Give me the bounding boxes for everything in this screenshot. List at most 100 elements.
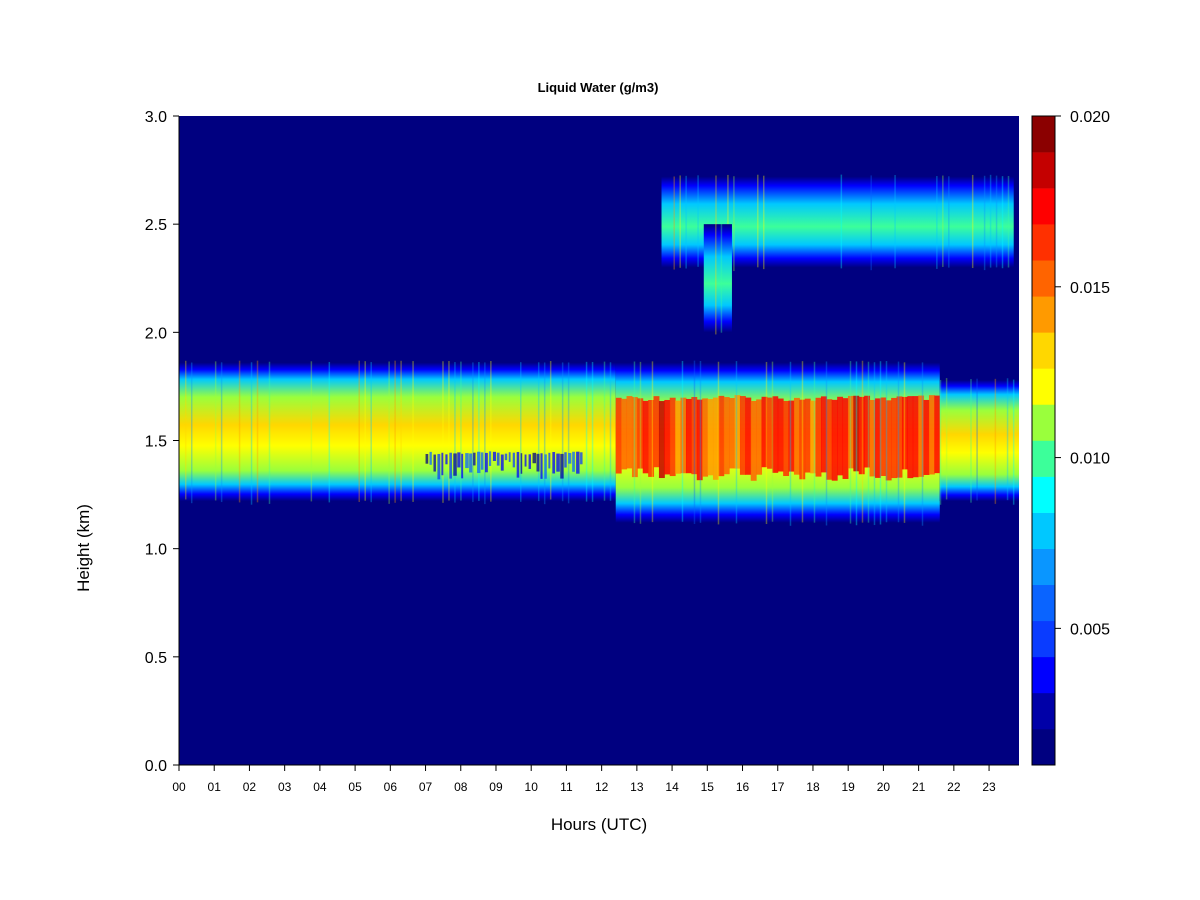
heatmap-cell <box>939 379 942 505</box>
heatmap-cell <box>454 362 456 503</box>
heatmap-cell <box>837 396 844 476</box>
heatmap-cell <box>1012 379 1015 505</box>
heatmap-cell <box>528 454 531 469</box>
heatmap-cell <box>864 395 871 468</box>
heatmap-cell <box>983 175 986 271</box>
heatmap-cell <box>673 176 675 270</box>
heatmap-cell <box>810 400 817 474</box>
heatmap-cell <box>907 396 914 479</box>
heatmap-cell <box>853 395 860 472</box>
heatmap-cell <box>669 397 676 477</box>
heatmap-cell <box>793 397 800 475</box>
heatmap-cell <box>680 397 687 474</box>
heatmap-cell <box>762 175 765 270</box>
heatmap-cell <box>626 396 633 469</box>
heatmap-cell <box>633 361 636 524</box>
heatmap-cell <box>484 362 486 505</box>
heatmap-cell <box>891 397 898 479</box>
y-tick-label: 3.0 <box>145 109 167 126</box>
heatmap-cell <box>568 452 572 464</box>
heatmap-cell <box>540 453 543 479</box>
heatmap-cell <box>561 362 564 502</box>
heatmap-cell <box>831 399 838 481</box>
colorbar-swatch <box>1032 404 1055 441</box>
heatmap-cell <box>388 361 390 504</box>
heatmap-cell <box>516 451 520 478</box>
heatmap-cell <box>658 401 665 479</box>
heatmap-cell <box>664 399 671 475</box>
heatmap-cell <box>465 453 469 469</box>
heatmap-cell <box>567 362 570 504</box>
x-tick-label: 09 <box>489 780 503 794</box>
heatmap-cell <box>653 396 660 468</box>
y-axis-label: Height (km) <box>74 504 93 592</box>
heatmap-cell <box>750 400 757 481</box>
heatmap-cell <box>825 361 828 526</box>
heatmap-cell <box>849 361 852 524</box>
heatmap-cell <box>870 175 872 271</box>
x-tick-label: 03 <box>278 780 292 794</box>
heatmap-cell <box>936 176 938 269</box>
heatmap-cell <box>412 361 414 502</box>
heatmap-cell <box>681 360 684 522</box>
heatmap-cell <box>989 174 992 268</box>
heatmap-cell <box>580 452 583 465</box>
heatmap-cell <box>772 396 779 473</box>
heatmap-cell <box>842 398 849 479</box>
heatmap-cell <box>256 360 259 503</box>
heatmap-cell <box>783 400 790 477</box>
colorbar-tick-label: 0.015 <box>1070 280 1110 297</box>
heatmap-cell <box>761 396 768 468</box>
colorbar-tick-label: 0.010 <box>1070 451 1110 468</box>
heatmap-cell <box>394 360 396 503</box>
heatmap-cell <box>461 453 464 479</box>
heatmap-cells <box>179 174 1019 526</box>
heatmap-cell <box>441 452 444 476</box>
heatmap-cell <box>591 361 594 502</box>
colorbar-swatch <box>1032 512 1055 549</box>
heatmap-cell <box>901 396 908 470</box>
heatmap-cell <box>766 397 773 469</box>
heatmap-cell <box>310 361 313 502</box>
x-tick-label: 02 <box>243 780 257 794</box>
y-tick-label: 1.0 <box>145 542 167 559</box>
heatmap-cell <box>425 453 429 464</box>
heatmap-cell <box>696 399 703 481</box>
heatmap-cell <box>861 360 864 523</box>
heatmap-cell <box>799 399 806 480</box>
x-tick-label: 05 <box>348 780 362 794</box>
heatmap-cell <box>585 361 588 502</box>
heatmap-cell <box>457 452 461 468</box>
heatmap-cell <box>679 175 681 268</box>
heatmap-cell <box>918 395 925 477</box>
y-tick-label: 2.5 <box>145 217 167 234</box>
heatmap-cell <box>520 453 523 474</box>
heatmap-cell <box>560 453 564 479</box>
x-tick-label: 15 <box>701 780 715 794</box>
heatmap-cell <box>934 395 941 474</box>
colorbar-swatch <box>1032 692 1055 730</box>
y-tick-label: 0.5 <box>145 650 167 667</box>
heatmap-cell <box>928 395 935 475</box>
heatmap-cell <box>995 175 998 268</box>
colorbar-swatch <box>1032 296 1055 333</box>
heatmap-cell <box>520 362 522 502</box>
heatmap-cell <box>552 452 556 474</box>
x-tick-label: 13 <box>630 780 644 794</box>
plot-area <box>179 116 1019 765</box>
y-tick-label: 2.0 <box>145 325 167 342</box>
colorbar-swatch <box>1032 260 1055 297</box>
colorbar-swatch <box>1032 224 1055 261</box>
heatmap-cell <box>532 452 537 464</box>
heatmap-cell <box>717 361 720 525</box>
heatmap-cell <box>815 397 822 477</box>
heatmap-cell <box>484 452 488 473</box>
heatmap-cell <box>184 360 187 500</box>
heatmap-cell <box>858 396 865 475</box>
x-tick-label: 01 <box>208 780 222 794</box>
heatmap-cell <box>739 396 746 475</box>
heatmap-cell <box>801 361 804 523</box>
heatmap-cell <box>508 452 511 462</box>
heatmap-cell <box>370 362 372 503</box>
